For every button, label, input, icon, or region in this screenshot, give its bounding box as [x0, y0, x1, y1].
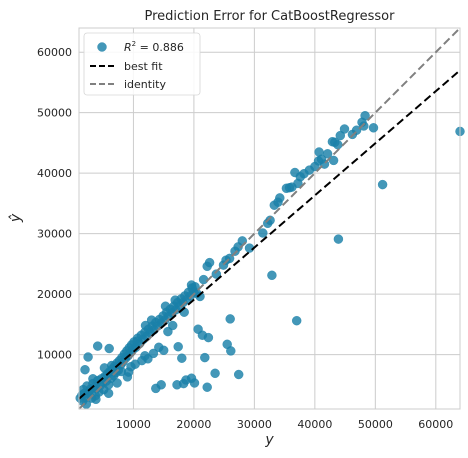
data-point-143 — [167, 320, 178, 331]
y-tick-label-0: 10000 — [37, 349, 72, 362]
identity-line — [78, 27, 461, 410]
data-point-150 — [189, 378, 200, 388]
reference-lines — [78, 27, 461, 410]
data-point-170 — [112, 378, 122, 388]
data-point-174 — [137, 355, 147, 366]
data-point-178 — [170, 295, 180, 305]
x-tick-labels: 10000 20000 30000 40000 50000 60000 — [116, 418, 453, 431]
data-point-122 — [368, 123, 379, 133]
data-point-140 — [156, 380, 166, 390]
x-tick-label-3: 40000 — [297, 418, 332, 431]
data-point-116 — [339, 124, 350, 134]
legend-label-best-fit: best fit — [124, 60, 163, 73]
data-point-175 — [140, 320, 151, 331]
data-point-134 — [132, 336, 142, 346]
data-point-144 — [173, 342, 183, 352]
data-point-147 — [172, 380, 182, 390]
data-point-126 — [83, 352, 93, 362]
data-point-125 — [80, 365, 90, 375]
data-point-168 — [91, 394, 101, 404]
data-point-153 — [200, 352, 210, 363]
y-tick-label-2: 30000 — [37, 228, 72, 241]
data-point-164 — [377, 179, 388, 190]
data-point-156 — [210, 368, 220, 378]
data-point-155 — [203, 332, 214, 343]
y-tick-labels: 10000 20000 30000 40000 50000 60000 — [37, 46, 72, 361]
data-point-176 — [146, 315, 157, 325]
data-point-145 — [177, 353, 187, 363]
data-point-163 — [333, 234, 344, 244]
data-point-114 — [333, 139, 343, 150]
data-point-127 — [88, 374, 98, 384]
y-tick-label-3: 40000 — [37, 167, 72, 180]
data-point-154 — [202, 382, 212, 392]
data-point-85 — [211, 269, 222, 279]
legend-label-r2: R2 = 0.886 — [124, 40, 184, 54]
data-point-128 — [92, 341, 103, 351]
data-point-98 — [275, 193, 285, 203]
grid-lines — [79, 28, 460, 409]
data-point-141 — [158, 345, 169, 355]
x-tick-label-5: 60000 — [418, 418, 453, 431]
data-point-120 — [360, 110, 370, 121]
data-point-159 — [226, 346, 236, 356]
data-point-91 — [237, 236, 248, 246]
data-point-158 — [225, 314, 235, 324]
y-axis-label: ŷ — [8, 213, 24, 223]
data-point-131 — [106, 360, 117, 371]
plot-frame — [78, 27, 461, 410]
x-tick-label-0: 10000 — [116, 418, 151, 431]
data-point-124 — [328, 155, 339, 166]
legend-marker-r2 — [97, 42, 107, 52]
y-tick-label-5: 60000 — [37, 46, 72, 59]
legend-box — [83, 32, 201, 96]
data-point-84 — [204, 257, 215, 268]
x-tick-label-4: 50000 — [358, 418, 393, 431]
data-point-137 — [148, 348, 159, 359]
data-point-177 — [160, 301, 171, 311]
data-point-160 — [233, 369, 244, 380]
legend: R2 = 0.886 best fit identity — [83, 32, 201, 96]
legend-label-identity: identity — [124, 78, 166, 91]
legend-r2-value: = 0.886 — [136, 41, 184, 54]
x-axis-label: y — [264, 432, 274, 448]
data-point-161 — [267, 270, 277, 280]
data-point-81 — [195, 291, 205, 302]
legend-r2-prefix: R — [124, 41, 132, 54]
data-point-130 — [104, 343, 114, 354]
data-point-121 — [359, 121, 369, 131]
data-point-123 — [314, 147, 324, 157]
legend-r2-sup: 2 — [132, 40, 136, 48]
chart-title: Prediction Error for CatBoostRegressor — [145, 9, 396, 24]
x-tick-label-2: 30000 — [237, 418, 272, 431]
data-point-169 — [103, 388, 114, 398]
x-tick-label-1: 20000 — [176, 418, 211, 431]
data-point-162 — [292, 316, 302, 326]
data-point-82 — [198, 274, 209, 285]
data-point-172 — [123, 367, 134, 377]
data-point-93 — [258, 228, 268, 238]
y-tick-label-4: 50000 — [37, 107, 72, 120]
y-tick-label-1: 20000 — [37, 288, 72, 301]
data-point-95 — [265, 215, 275, 226]
